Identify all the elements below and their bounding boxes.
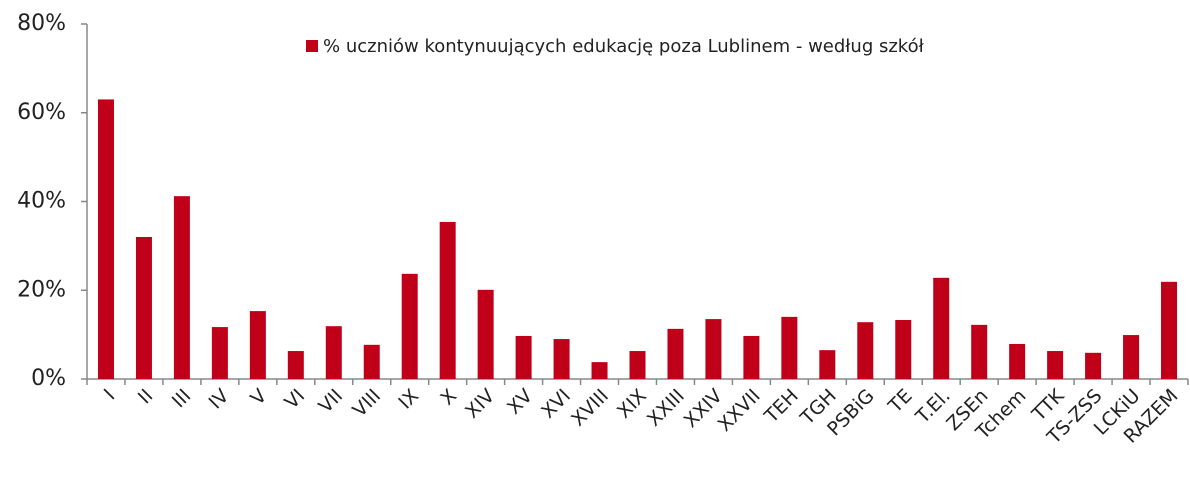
- bar: [97, 99, 114, 379]
- bar: [591, 362, 608, 379]
- y-tick-label: 60%: [17, 100, 66, 125]
- bar: [477, 289, 494, 379]
- x-tick-label: TEH: [760, 385, 803, 428]
- bar: [363, 344, 380, 379]
- bar: [287, 351, 304, 379]
- bar: [667, 328, 684, 379]
- y-tick-label: 20%: [17, 277, 66, 302]
- x-tick-label: IX: [394, 385, 423, 414]
- bar: [1047, 351, 1064, 379]
- x-tick-label: XXIII: [643, 385, 689, 431]
- x-tick-label: XVIII: [567, 385, 613, 431]
- bar: [629, 351, 646, 379]
- x-tick-label: XV: [503, 385, 537, 419]
- bar: [743, 335, 760, 379]
- bar: [515, 335, 532, 379]
- bar: [135, 237, 152, 379]
- bar: [401, 273, 418, 379]
- x-tick-label: XIV: [461, 385, 499, 423]
- x-tick-label: II: [134, 385, 157, 408]
- bar: [1161, 281, 1178, 379]
- bar: [173, 196, 190, 379]
- bar: [933, 277, 950, 379]
- bar: [857, 322, 874, 379]
- y-tick-label: 80%: [17, 11, 66, 36]
- x-tick-label: I: [100, 385, 120, 405]
- bar: [1123, 335, 1140, 379]
- x-tick-label: VII: [315, 385, 348, 418]
- legend-swatch: [306, 40, 318, 52]
- bar: [553, 339, 570, 379]
- bar: [249, 311, 266, 379]
- x-tick-label: XXVII: [714, 385, 765, 436]
- bar: [781, 316, 798, 379]
- bar: [705, 319, 722, 379]
- x-tick-label: III: [168, 385, 195, 412]
- x-tick-label: VI: [281, 385, 310, 414]
- x-tick-label: V: [247, 385, 272, 410]
- bar: [895, 319, 912, 379]
- bar: [819, 350, 836, 379]
- bar: [1009, 343, 1026, 379]
- x-tick-label: X: [436, 385, 461, 410]
- y-tick-label: 40%: [17, 189, 66, 214]
- x-tick-label: VIII: [349, 385, 386, 422]
- legend-label: % uczniów kontynuujących edukację poza L…: [323, 36, 925, 57]
- bar: [1085, 352, 1102, 379]
- bar: [211, 327, 228, 379]
- bar: [971, 324, 988, 379]
- y-tick-label: 0%: [31, 366, 66, 391]
- bar: [325, 326, 342, 379]
- x-tick-label: IV: [205, 385, 234, 414]
- bar: [439, 221, 456, 379]
